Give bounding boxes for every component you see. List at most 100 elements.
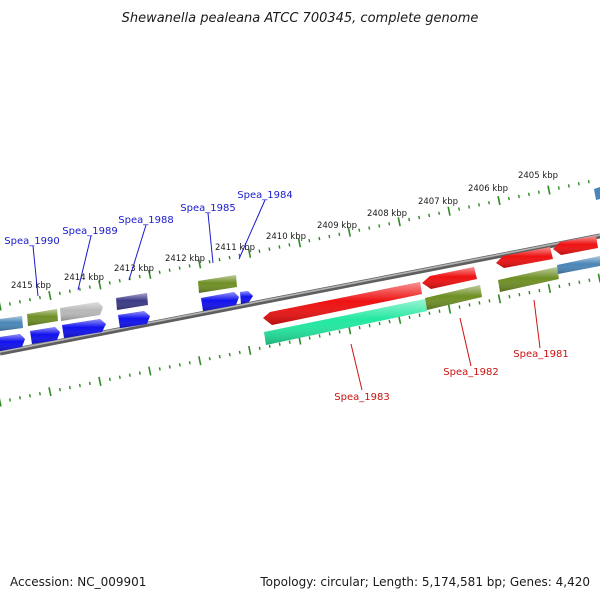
minor-tick <box>438 309 441 313</box>
minor-tick <box>288 340 291 344</box>
major-tick <box>98 280 102 290</box>
minor-tick <box>8 302 11 306</box>
major-tick <box>197 259 202 269</box>
minor-tick <box>368 226 371 230</box>
major-tick <box>547 283 552 294</box>
minor-tick <box>218 257 221 262</box>
minor-tick <box>378 321 381 326</box>
gene-label[interactable]: Spea_1990 <box>4 236 59 247</box>
minor-tick <box>567 184 570 188</box>
major-tick <box>0 302 2 311</box>
minor-tick <box>78 287 81 291</box>
minor-tick <box>88 285 91 289</box>
outer-tick-dots <box>0 179 590 311</box>
gene-label[interactable]: Spea_1983 <box>334 392 389 403</box>
minor-tick <box>208 260 211 264</box>
minor-tick <box>38 295 41 300</box>
minor-tick <box>378 224 381 228</box>
minor-tick <box>588 278 591 282</box>
minor-tick <box>278 342 281 346</box>
minor-tick <box>358 325 361 330</box>
minor-tick <box>268 247 271 251</box>
gene-label[interactable]: Spea_1985 <box>180 203 235 214</box>
minor-tick <box>58 291 61 296</box>
map-title: Shewanella pealeana ATCC 700345, complet… <box>122 11 479 26</box>
tick-label: 2409 kbp <box>317 221 357 231</box>
gene-label[interactable]: Spea_1984 <box>237 190 292 201</box>
minor-tick <box>158 367 161 371</box>
major-tick <box>0 398 2 407</box>
minor-tick <box>418 313 421 318</box>
major-tick <box>248 345 252 355</box>
major-tick <box>48 290 52 301</box>
minor-tick <box>568 282 571 287</box>
minor-tick <box>558 284 561 289</box>
minor-tick <box>527 192 530 197</box>
minor-tick <box>577 182 580 186</box>
minor-tick <box>19 396 21 400</box>
minor-tick <box>118 375 121 379</box>
minor-tick <box>478 301 481 305</box>
major-tick <box>148 269 152 279</box>
gene-label[interactable]: Spea_1989 <box>62 226 117 237</box>
minor-tick <box>538 288 541 293</box>
tick-label: 2410 kbp <box>266 232 306 242</box>
major-tick <box>198 356 202 366</box>
minor-tick <box>428 213 431 218</box>
minor-tick <box>557 186 560 190</box>
minor-tick <box>218 354 221 359</box>
minor-tick <box>318 236 321 241</box>
minor-tick <box>88 381 91 386</box>
minor-tick <box>18 300 21 304</box>
gene-label[interactable]: Spea_1981 <box>513 349 568 360</box>
minor-tick <box>178 363 181 367</box>
minor-tick <box>528 290 531 295</box>
minor-tick <box>78 383 81 388</box>
accession-text: Accession: NC_009901 <box>10 575 146 589</box>
gene-arrow[interactable] <box>594 187 600 200</box>
minor-tick <box>68 385 71 390</box>
minor-tick <box>328 332 331 336</box>
minor-tick <box>328 234 331 239</box>
minor-tick <box>338 232 341 237</box>
minor-tick <box>517 194 520 199</box>
minor-tick <box>488 201 490 205</box>
minor-tick <box>537 190 540 194</box>
minor-tick <box>28 394 31 398</box>
major-tick <box>447 206 451 216</box>
minor-tick <box>238 350 241 355</box>
forward-genes <box>0 275 253 351</box>
minor-tick <box>458 207 461 211</box>
minor-tick <box>268 344 271 348</box>
minor-tick <box>9 398 11 402</box>
minor-tick <box>388 222 391 226</box>
minor-tick <box>438 211 441 215</box>
gene-label[interactable]: Spea_1982 <box>443 367 498 378</box>
major-tick <box>148 366 152 376</box>
inner-tick-dots <box>0 273 600 407</box>
minor-tick <box>28 297 31 302</box>
minor-tick <box>138 371 141 375</box>
gene-label[interactable]: Spea_1988 <box>118 215 173 226</box>
minor-tick <box>228 255 231 260</box>
minor-tick <box>507 196 510 201</box>
minor-tick <box>58 387 61 392</box>
minor-tick <box>408 217 411 222</box>
minor-tick <box>468 205 471 209</box>
minor-tick <box>138 274 141 279</box>
minor-tick <box>188 264 191 268</box>
minor-tick <box>428 311 431 315</box>
tick-label: 2411 kbp <box>215 243 255 253</box>
minor-tick <box>188 361 191 365</box>
minor-tick <box>118 278 121 283</box>
minor-tick <box>508 294 511 299</box>
minor-tick <box>158 270 161 274</box>
tick-labels: 2405 kbp 2406 kbp 2407 kbp 2408 kbp 2409… <box>11 171 558 291</box>
minor-tick <box>308 336 311 340</box>
tick-label: 2405 kbp <box>518 171 558 181</box>
major-tick <box>98 376 102 386</box>
minor-tick <box>288 243 291 247</box>
minor-tick <box>587 179 590 184</box>
minor-tick <box>468 303 471 307</box>
